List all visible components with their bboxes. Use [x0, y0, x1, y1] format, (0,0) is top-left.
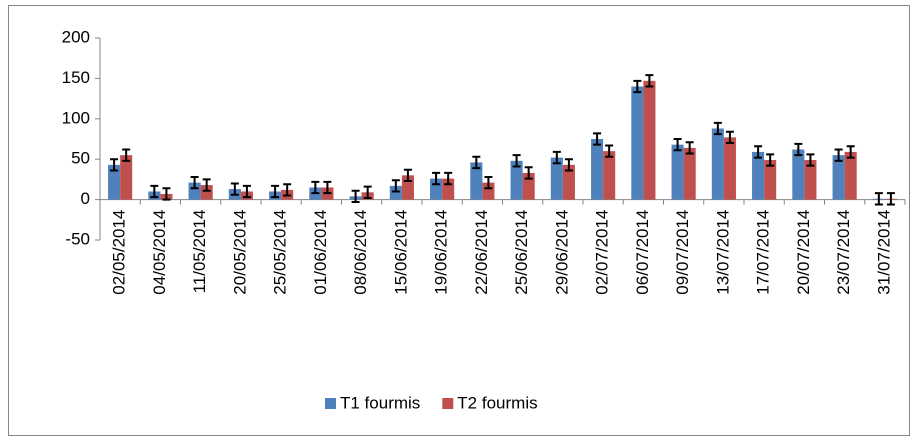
x-tick-label: 19/06/2014	[432, 210, 451, 295]
bar	[562, 164, 575, 200]
error-bar	[713, 121, 722, 136]
x-tick-label: 08/06/2014	[351, 210, 370, 295]
x-tick-label: 11/05/2014	[190, 210, 209, 294]
bar	[470, 162, 483, 200]
error-bar	[484, 175, 493, 190]
x-tick-label: 20/07/2014	[794, 210, 813, 295]
bar	[631, 86, 644, 200]
error-bar	[794, 142, 803, 157]
bar	[792, 149, 805, 200]
bar	[683, 147, 696, 200]
bar	[643, 80, 656, 200]
legend-swatch	[442, 398, 454, 409]
error-bar	[391, 179, 400, 193]
error-bar	[311, 180, 320, 195]
error-bar	[110, 158, 119, 172]
legend-label: T1 fourmis	[340, 393, 420, 412]
bar	[723, 137, 736, 200]
error-bar	[122, 148, 131, 162]
error-bar	[725, 130, 734, 145]
x-tick-label: 02/05/2014	[110, 210, 129, 295]
error-bar	[512, 154, 521, 168]
bar	[764, 160, 777, 200]
error-bar	[524, 166, 533, 180]
x-tick-label: 02/07/2014	[593, 210, 612, 295]
bar	[522, 172, 535, 200]
error-bar	[834, 148, 843, 162]
error-bar	[806, 153, 815, 167]
x-tick-label: 09/07/2014	[673, 210, 692, 295]
x-tick-label: 25/06/2014	[512, 210, 531, 295]
bar	[671, 144, 684, 200]
error-bar	[472, 155, 481, 170]
error-bar	[846, 145, 855, 159]
error-bar	[150, 184, 159, 199]
x-tick-label: 04/05/2014	[150, 210, 169, 295]
x-tick-label: 23/07/2014	[834, 210, 853, 295]
x-tick-label: 20/05/2014	[230, 210, 249, 295]
chart-border	[8, 5, 910, 436]
error-bar	[403, 168, 412, 183]
error-bar	[162, 187, 171, 201]
bar	[389, 185, 402, 200]
error-bar	[564, 158, 573, 172]
x-tick-label: 31/07/2014	[874, 210, 893, 295]
x-tick-label: 15/06/2014	[391, 210, 410, 295]
x-tick-label: 13/07/2014	[713, 210, 732, 295]
error-bar	[432, 171, 441, 186]
y-tick-label: 0	[81, 189, 90, 208]
error-bar	[202, 178, 211, 192]
bar	[844, 151, 857, 200]
x-tick-label: 01/06/2014	[311, 210, 330, 295]
y-tick-label: 150	[62, 68, 90, 87]
error-bar	[754, 145, 763, 159]
y-tick-label: 100	[62, 108, 90, 127]
bar	[120, 155, 133, 200]
error-bar	[283, 183, 292, 197]
error-bar	[190, 175, 199, 190]
error-bar	[874, 192, 883, 206]
x-tick-label: 25/05/2014	[271, 210, 290, 295]
bar	[188, 182, 201, 200]
error-bar	[363, 185, 372, 199]
bar	[510, 160, 523, 200]
error-bar	[633, 79, 642, 94]
bar	[108, 164, 121, 200]
bar	[804, 160, 817, 200]
bar	[832, 155, 845, 200]
y-tick-label: 200	[62, 27, 90, 46]
error-bar	[323, 180, 332, 195]
x-tick-label: 29/06/2014	[552, 210, 571, 295]
error-bar	[645, 74, 654, 88]
bar	[200, 185, 213, 200]
error-bar	[673, 138, 682, 152]
error-bar	[552, 150, 561, 165]
error-bar	[230, 182, 239, 196]
error-bar	[351, 189, 360, 204]
x-tick-label: 22/06/2014	[472, 210, 491, 295]
bar	[482, 182, 495, 200]
bar	[752, 151, 765, 200]
error-bar	[271, 184, 280, 199]
error-bar	[766, 153, 775, 167]
bar	[550, 157, 563, 200]
y-tick-label: 50	[71, 149, 90, 168]
bar	[591, 139, 604, 200]
error-bar	[444, 171, 453, 186]
x-tick-label: 06/07/2014	[633, 210, 652, 295]
bar	[603, 151, 616, 200]
error-bar	[593, 132, 602, 146]
legend-label: T2 fourmis	[457, 393, 537, 412]
error-bar	[605, 144, 614, 158]
bar	[711, 128, 724, 200]
error-bar	[886, 192, 895, 206]
error-bar	[685, 141, 694, 155]
legend-swatch	[325, 398, 336, 409]
y-tick-label: -50	[65, 229, 90, 248]
x-tick-label: 17/07/2014	[754, 210, 773, 295]
error-bar	[242, 184, 251, 199]
